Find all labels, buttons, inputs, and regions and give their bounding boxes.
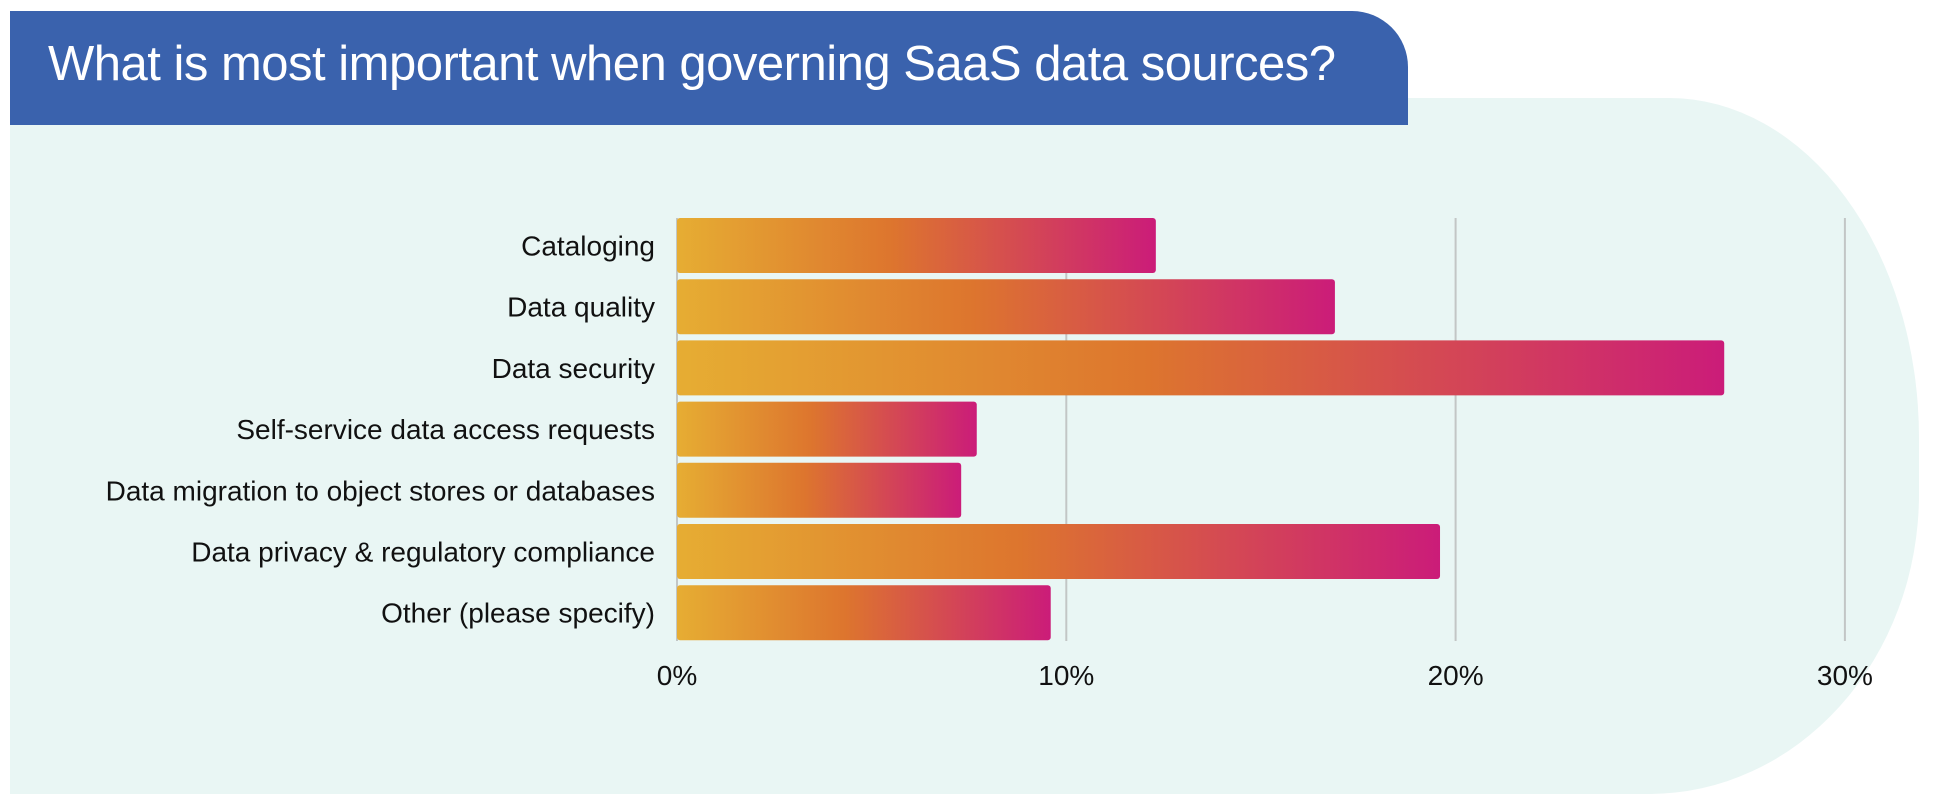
category-label: Other (please specify) — [381, 598, 655, 629]
bar — [677, 462, 962, 518]
bars — [677, 218, 1725, 641]
bar — [677, 218, 1156, 273]
title-banner: What is most important when governing Sa… — [10, 11, 1408, 125]
category-label: Self-service data access requests — [236, 414, 655, 445]
x-tick-label: 20% — [1428, 660, 1484, 691]
category-label: Data migration to object stores or datab… — [106, 475, 655, 506]
x-tick-label: 0% — [657, 660, 697, 691]
bar — [677, 340, 1725, 396]
chart-title: What is most important when governing Sa… — [48, 37, 1336, 91]
bar — [677, 524, 1441, 579]
bar — [677, 279, 1335, 335]
category-label: Data privacy & regulatory compliance — [191, 537, 655, 568]
x-tick-label: 10% — [1038, 660, 1094, 691]
category-label: Data quality — [507, 292, 655, 323]
category-label: Data security — [492, 353, 655, 384]
x-tick-label: 30% — [1817, 660, 1873, 691]
x-axis-tick-labels: 0% 10% 20% 30% — [657, 660, 1873, 691]
bar — [677, 585, 1051, 641]
category-labels: Cataloging Data quality Data security Self-… — [106, 231, 655, 629]
category-label: Cataloging — [521, 231, 655, 262]
bar — [677, 401, 977, 457]
